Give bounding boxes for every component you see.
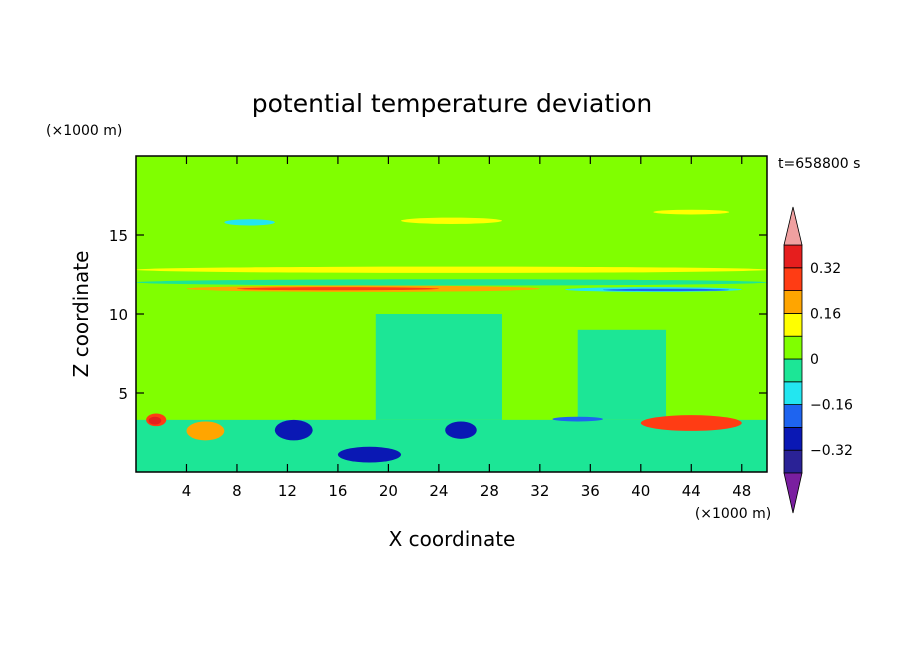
x-tick-label: 28 [480,482,499,500]
contour-region [136,279,767,286]
x-tick-label: 16 [328,482,347,500]
colorbar-min-arrow [783,472,803,514]
x-tick-label: 32 [530,482,549,500]
contour-region [236,287,439,291]
x-tick-label: 4 [182,482,192,500]
heatmap-field [136,156,767,472]
y-tick-label: 10 [109,306,128,324]
cool-column [375,314,502,420]
contour-region [640,415,742,431]
contour-region [602,288,730,292]
contour-region [186,421,225,441]
x-tick-label: 44 [682,482,701,500]
colorbar: 0.32 0.16 0 −0.16 −0.32 [783,206,853,514]
contour-region [148,416,162,425]
x-tick-label: 24 [429,482,448,500]
colorbar-segment [783,358,803,383]
colorbar-segment [783,290,803,314]
colorbar-segment [783,404,803,428]
colorbar-label: 0 [810,352,819,368]
x-axis-label: X coordinate [389,527,516,551]
contour-region [653,209,730,215]
colorbar-segment [783,449,803,474]
cool-column [577,329,667,420]
x-tick-label: 40 [631,482,650,500]
x-unit-label: (×1000 m) [695,506,771,522]
contour-region [401,217,502,224]
colorbar-max-arrow [783,206,803,246]
contour-region [445,421,477,439]
colorbar-label: −0.32 [810,443,853,459]
colorbar-segment [783,381,803,405]
colorbar-label: 0.16 [810,306,841,322]
colorbar-segment [783,312,803,337]
y-axis-label: Z coordinate [69,251,93,378]
colorbar-segment [783,244,803,269]
colorbar-segment [783,426,803,451]
colorbar-label: −0.16 [810,398,853,414]
time-label: t=658800 s [778,156,860,172]
x-tick-label: 12 [278,482,297,500]
contour-region [552,416,603,422]
x-tick-label: 36 [581,482,600,500]
y-tick-label: 5 [118,385,128,403]
colorbar-label: 0.32 [810,261,841,277]
y-unit-label: (×1000 m) [46,123,122,139]
y-axis-ticks: 5 10 15 [109,227,767,403]
chart-title: potential temperature deviation [252,89,652,118]
contour-region [136,266,767,273]
colorbar-segment [783,335,803,360]
y-tick-label: 15 [109,227,128,245]
x-tick-label: 48 [732,482,751,500]
contour-region [274,419,313,441]
contour-region [337,446,402,463]
x-tick-label: 20 [379,482,398,500]
colorbar-segment [783,267,803,291]
x-tick-label: 8 [232,482,242,500]
x-axis-ticks: 4 8 12 16 20 24 28 32 36 40 44 48 [182,156,751,500]
contour-region [224,219,275,226]
